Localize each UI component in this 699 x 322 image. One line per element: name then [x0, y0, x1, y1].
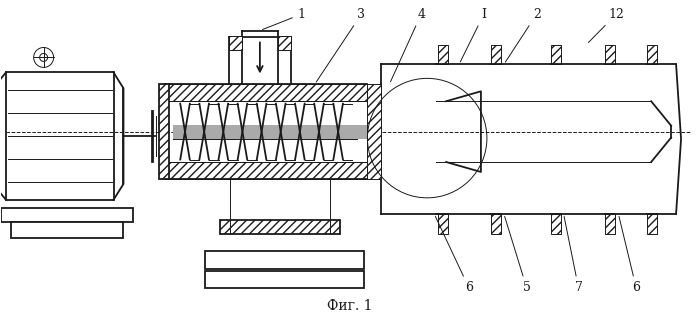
- Text: 6: 6: [619, 216, 640, 295]
- Bar: [11, 222, 124, 238]
- Text: 7: 7: [564, 216, 582, 295]
- Bar: [229, 35, 242, 51]
- Text: 6: 6: [435, 216, 473, 295]
- Bar: [438, 44, 448, 64]
- Bar: [647, 214, 657, 234]
- Bar: [220, 220, 340, 234]
- Text: 12: 12: [589, 8, 624, 43]
- Bar: [165, 84, 368, 101]
- Bar: [551, 214, 561, 234]
- Bar: [6, 72, 113, 200]
- Bar: [368, 84, 382, 179]
- Bar: [1, 208, 134, 222]
- Bar: [605, 44, 615, 64]
- Bar: [438, 214, 448, 234]
- Bar: [278, 35, 291, 51]
- Bar: [205, 270, 364, 289]
- Text: Фиг. 1: Фиг. 1: [326, 299, 373, 313]
- Bar: [647, 44, 657, 64]
- Bar: [159, 84, 169, 179]
- Text: 3: 3: [316, 8, 366, 82]
- Bar: [551, 44, 561, 64]
- Text: 2: 2: [505, 8, 540, 62]
- Bar: [165, 162, 368, 179]
- Bar: [205, 251, 364, 269]
- Text: I: I: [460, 8, 487, 62]
- Bar: [173, 125, 368, 138]
- Text: 1: 1: [263, 8, 305, 30]
- Text: 4: 4: [391, 8, 425, 82]
- Text: 5: 5: [505, 216, 531, 295]
- Bar: [491, 214, 501, 234]
- Bar: [605, 214, 615, 234]
- Bar: [491, 44, 501, 64]
